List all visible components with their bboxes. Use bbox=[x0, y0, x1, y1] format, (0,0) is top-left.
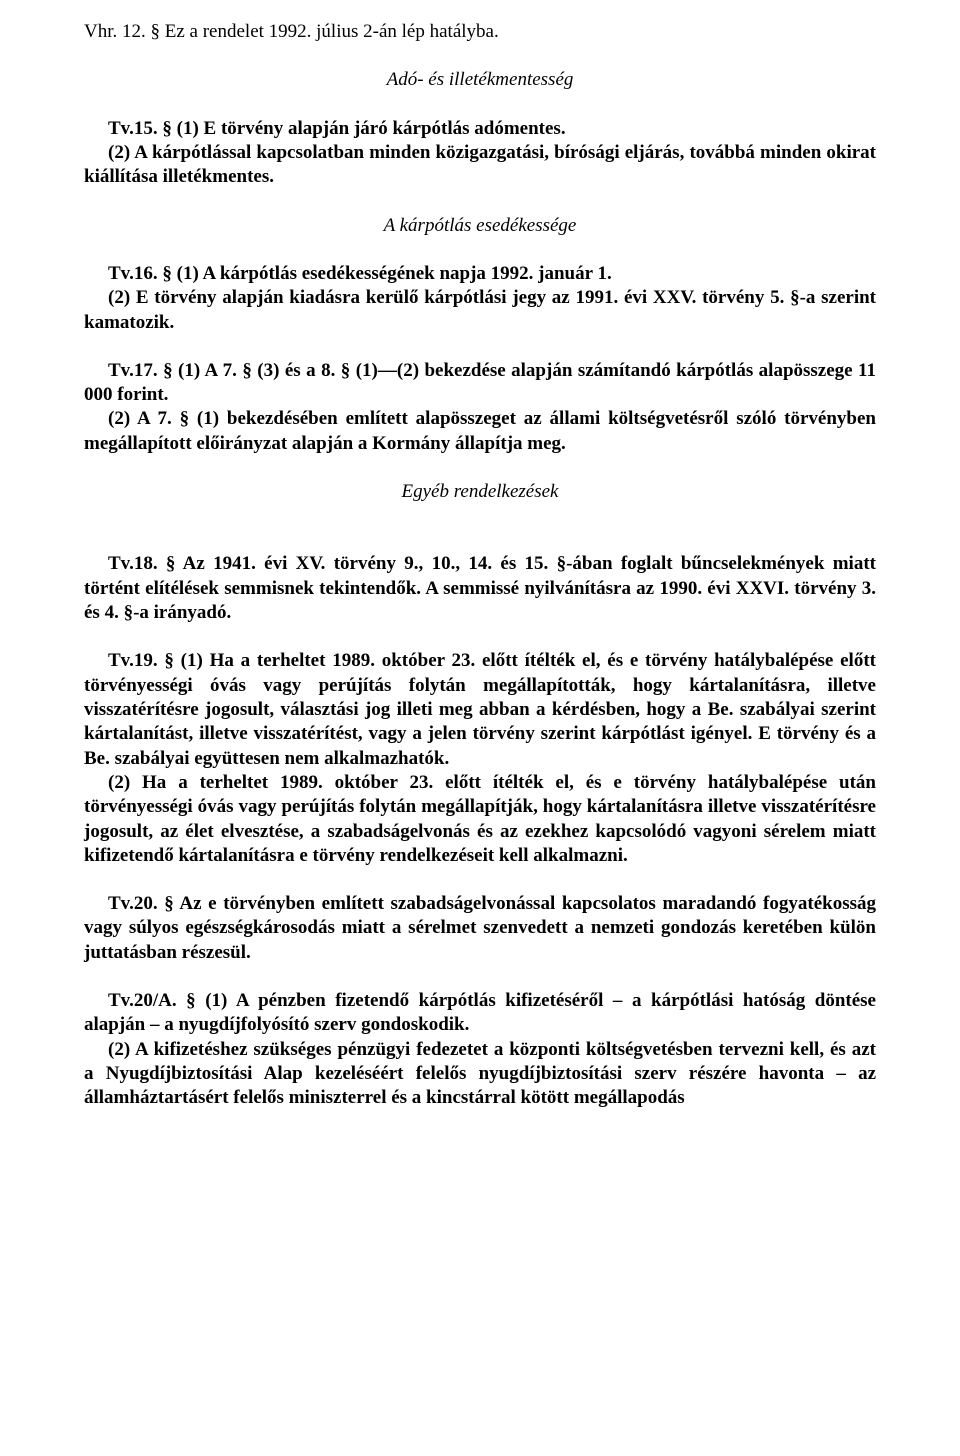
paragraph-tv16-2: (2) E törvény alapján kiadásra kerülő ká… bbox=[84, 286, 876, 335]
bold-text: Tv.17. § (1) A 7. § (3) és a 8. § (1)—(2… bbox=[84, 360, 876, 405]
bold-text: (2) E törvény alapján kiadásra kerülő ká… bbox=[84, 287, 876, 332]
paragraph-tv18: Tv.18. § Az 1941. évi XV. törvény 9., 10… bbox=[84, 552, 876, 625]
paragraph-tv17-1: Tv.17. § (1) A 7. § (3) és a 8. § (1)—(2… bbox=[84, 359, 876, 408]
heading-egyeb: Egyéb rendelkezések bbox=[84, 480, 876, 504]
bold-text: (2) A 7. § (1) bekezdésében említett ala… bbox=[84, 408, 876, 453]
spacer bbox=[84, 625, 876, 649]
spacer bbox=[84, 965, 876, 989]
paragraph-tv15-2: (2) A kárpótlással kapcsolatban minden k… bbox=[84, 141, 876, 190]
bold-text: Tv.16. § (1) A kárpótlás esedékességének… bbox=[108, 263, 612, 284]
spacer bbox=[84, 868, 876, 892]
heading-karpotlas: A kárpótlás esedékessége bbox=[84, 214, 876, 238]
paragraph-vhr12: Vhr. 12. § Ez a rendelet 1992. július 2-… bbox=[84, 20, 876, 44]
spacer bbox=[84, 528, 876, 552]
bold-text: (2) A kárpótlással kapcsolatban minden k… bbox=[84, 142, 876, 187]
bold-text: Tv.20/A. § (1) A pénzben fizetendő kárpó… bbox=[84, 990, 876, 1035]
bold-text: (2) Ha a terheltet 1989. október 23. elő… bbox=[84, 772, 876, 866]
bold-text: Tv.19. § (1) Ha a terheltet 1989. októbe… bbox=[84, 650, 876, 768]
bold-text: Tv.20. § Az e törvényben említett szabad… bbox=[84, 893, 876, 963]
paragraph-tv20: Tv.20. § Az e törvényben említett szabad… bbox=[84, 892, 876, 965]
paragraph-tv17-2: (2) A 7. § (1) bekezdésében említett ala… bbox=[84, 407, 876, 456]
bold-text: (2) A kifizetéshez szükséges pénzügyi fe… bbox=[84, 1039, 876, 1109]
spacer bbox=[84, 335, 876, 359]
paragraph-tv15-1: Tv.15. § (1) E törvény alapján járó kárp… bbox=[84, 117, 876, 141]
bold-text: Tv.18. § Az 1941. évi XV. törvény 9., 10… bbox=[84, 553, 876, 623]
bold-text: Tv.15. § (1) E törvény alapján járó kárp… bbox=[108, 118, 566, 139]
paragraph-tv20a-2: (2) A kifizetéshez szükséges pénzügyi fe… bbox=[84, 1038, 876, 1111]
paragraph-tv19-2: (2) Ha a terheltet 1989. október 23. elő… bbox=[84, 771, 876, 868]
paragraph-tv19-1: Tv.19. § (1) Ha a terheltet 1989. októbe… bbox=[84, 649, 876, 771]
heading-ado: Adó- és illetékmentesség bbox=[84, 68, 876, 92]
paragraph-tv20a-1: Tv.20/A. § (1) A pénzben fizetendő kárpó… bbox=[84, 989, 876, 1038]
paragraph-tv16-1: Tv.16. § (1) A kárpótlás esedékességének… bbox=[84, 262, 876, 286]
